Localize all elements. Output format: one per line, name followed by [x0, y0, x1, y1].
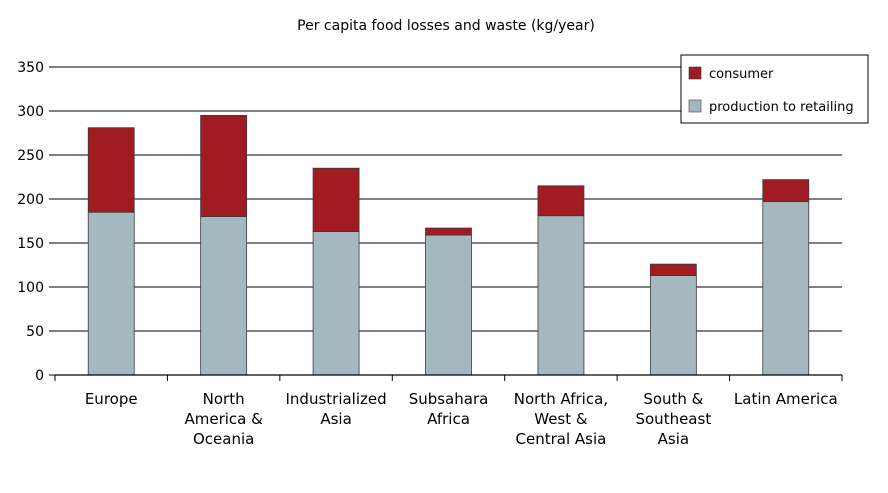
bar-production-to-retailing	[649, 275, 697, 376]
legend-label: production to retailing	[709, 100, 854, 115]
y-tick-label: 0	[35, 368, 44, 384]
x-category-label-line: North Africa,	[514, 390, 608, 408]
legend-swatch	[688, 66, 702, 80]
legend-label: consumer	[709, 67, 774, 82]
x-category-label: Subsahara Africa	[409, 390, 489, 428]
y-axis: 0 50 100 150 200 250 300 350	[17, 60, 55, 384]
x-category-label: Europe	[85, 390, 138, 408]
x-category-label-line: Oceania	[193, 430, 254, 448]
y-tick-label: 50	[26, 324, 44, 340]
x-category-label: Industrialized Asia	[286, 390, 387, 428]
bar-stack-group	[87, 115, 810, 376]
bar-consumer	[200, 115, 248, 217]
legend-box	[680, 54, 869, 124]
bar-production-to-retailing	[200, 216, 248, 376]
bar-consumer	[537, 185, 585, 217]
bar-consumer	[649, 263, 697, 276]
bar-consumer	[425, 227, 472, 236]
x-category-label-line: Central Asia	[516, 430, 607, 448]
y-tick-label: 100	[17, 280, 44, 296]
chart-title: Per capita food losses and waste (kg/yea…	[297, 18, 595, 34]
bar-consumer	[87, 127, 135, 213]
x-category-label-line: South &	[643, 390, 703, 408]
bar-consumer	[762, 179, 810, 203]
bar-consumer	[312, 167, 360, 232]
bar-production-to-retailing	[312, 231, 360, 376]
y-tick-label: 200	[17, 192, 44, 208]
x-category-label-line: Latin America	[734, 390, 838, 408]
x-category-label-line: West &	[534, 410, 588, 428]
bar-production-to-retailing	[87, 211, 135, 376]
y-tick-label: 350	[17, 60, 44, 76]
x-category-label-line: Asia	[320, 410, 351, 428]
x-category-label-line: Subsahara	[409, 390, 489, 408]
bar-production-to-retailing	[537, 215, 585, 376]
bar-production-to-retailing	[425, 234, 472, 376]
legend-swatch	[688, 99, 702, 113]
x-category-label-line: Industrialized	[286, 390, 387, 408]
x-category-label-line: Southeast	[635, 410, 711, 428]
x-category-label-line: Asia	[658, 430, 689, 448]
y-tick-label: 300	[17, 104, 44, 120]
x-category-label-line: North	[203, 390, 245, 408]
x-category-label-line: Europe	[85, 390, 138, 408]
x-category-label: North Africa, West & Central Asia	[514, 390, 608, 448]
bar-production-to-retailing	[762, 201, 810, 376]
y-tick-label: 250	[17, 148, 44, 164]
x-category-label-line: America &	[184, 410, 263, 428]
x-category-label-line: Africa	[427, 410, 470, 428]
x-category-label: North America & Oceania	[184, 390, 263, 448]
y-tick-label: 150	[17, 236, 44, 252]
x-category-label: Latin America	[734, 390, 838, 408]
x-category-label: South & Southeast Asia	[635, 390, 711, 448]
x-axis: Europe North America & Oceania Industrialize…	[54, 374, 843, 448]
legend: consumer production to retailing	[680, 54, 869, 124]
